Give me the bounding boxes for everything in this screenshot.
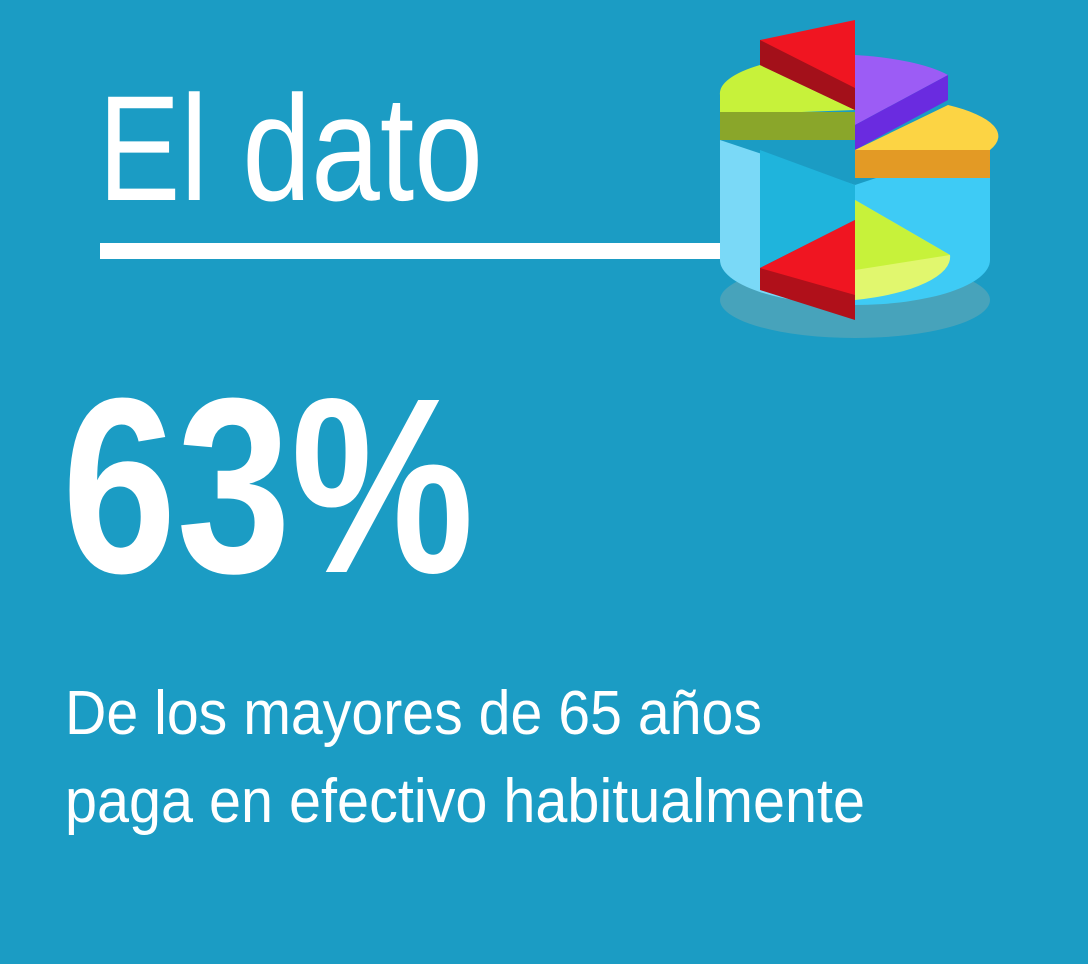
icon-wedge — [760, 40, 855, 110]
icon-wedge — [855, 55, 948, 125]
icon-wedge — [855, 200, 950, 270]
title-underline — [100, 243, 720, 259]
stat-value: 63% — [62, 346, 474, 625]
icon-wedge — [855, 105, 999, 150]
icon-wedge — [760, 220, 855, 295]
description-line: De los mayores de 65 años — [65, 679, 762, 748]
pie-icon — [719, 20, 999, 338]
icon-wedge — [720, 112, 855, 140]
title: El dato — [98, 64, 483, 232]
icon-wedge — [855, 75, 948, 150]
description-line: paga en efectivo habitualmente — [65, 767, 865, 836]
icon-wedge — [855, 150, 990, 178]
icon-wedge — [719, 65, 855, 115]
